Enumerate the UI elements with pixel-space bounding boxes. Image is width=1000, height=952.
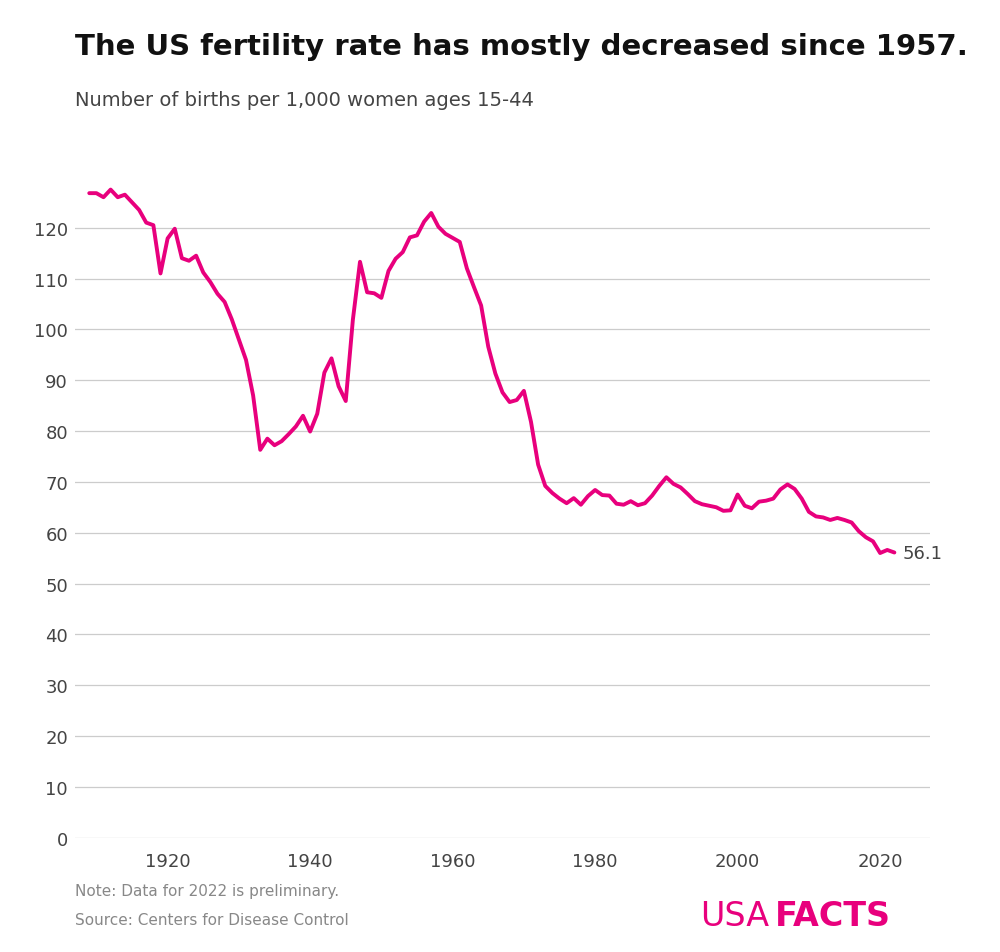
Text: Source: Centers for Disease Control: Source: Centers for Disease Control [75, 912, 349, 927]
Text: The US fertility rate has mostly decreased since 1957.: The US fertility rate has mostly decreas… [75, 33, 968, 61]
Text: USA: USA [700, 900, 769, 932]
Text: Number of births per 1,000 women ages 15-44: Number of births per 1,000 women ages 15… [75, 90, 534, 109]
Text: 56.1: 56.1 [903, 544, 943, 562]
Text: FACTS: FACTS [775, 900, 891, 932]
Text: Note: Data for 2022 is preliminary.: Note: Data for 2022 is preliminary. [75, 883, 339, 899]
